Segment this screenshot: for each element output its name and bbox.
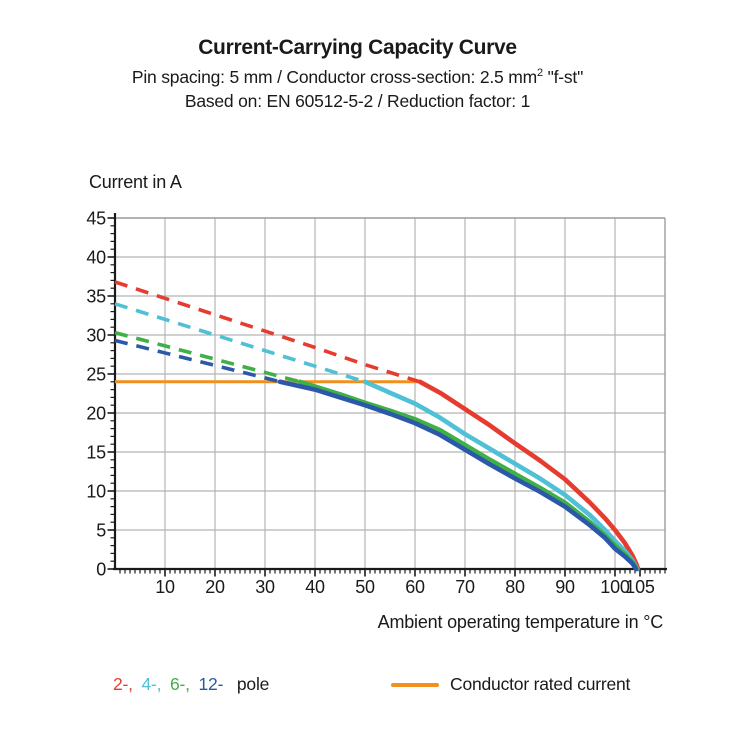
rated-current-label: Conductor rated current: [450, 674, 631, 694]
series-dashed-2-pole: [114, 280, 421, 384]
legend-pole-6: 6-,: [170, 674, 190, 694]
legend-pole-suffix: pole: [236, 674, 270, 694]
chart-subtitle-sup: 2: [536, 67, 543, 80]
x-tick-label: 60: [405, 577, 425, 597]
y-tick-label: 35: [86, 287, 106, 307]
y-tick-label: 5: [96, 521, 106, 541]
y-tick-label: 10: [86, 482, 106, 502]
x-tick-label: 80: [505, 577, 525, 597]
x-tick-label: 50: [355, 577, 375, 597]
x-tick-label: 10: [155, 577, 175, 597]
y-tick-label: 45: [86, 209, 106, 229]
legend-pole-4: 4-,: [141, 674, 162, 694]
series-dashed-4-pole: [114, 302, 366, 384]
x-tick-label: 70: [455, 577, 475, 597]
chart-subtitle-post: "f-st": [542, 67, 584, 87]
y-tick-label: 40: [86, 248, 106, 268]
y-axis-label: Current in A: [89, 172, 182, 192]
chart-subtitle: Pin spacing: 5 mm / Conductor cross-sect…: [0, 67, 715, 88]
x-tick-label: 100: [600, 577, 630, 597]
x-tick-label: 40: [305, 577, 325, 597]
legend-poles: 2-, 4-, 6-, 12- pole: [113, 674, 273, 695]
title-block: Current-Carrying Capacity Curve Pin spac…: [0, 36, 715, 115]
chart-basis: Based on: EN 60512-5-2 / Reduction facto…: [184, 91, 531, 111]
legend-rated-current: Conductor rated current: [391, 674, 630, 695]
x-tick-label: 20: [205, 577, 225, 597]
x-axis-label: Ambient operating temperature in °C: [377, 612, 664, 632]
chart-title: Current-Carrying Capacity Curve: [198, 36, 517, 59]
y-tick-label: 25: [86, 365, 106, 385]
y-tick-label: 30: [86, 326, 106, 346]
series-solid-4-pole: [362, 379, 640, 572]
rated-current-swatch: [391, 682, 439, 687]
chart-subtitle-pre: Pin spacing: 5 mm / Conductor cross-sect…: [131, 67, 537, 87]
series-solid-12-pole: [277, 379, 639, 572]
x-tick-label: 90: [555, 577, 575, 597]
series-solid-2-pole: [417, 379, 641, 572]
legend: 2-, 4-, 6-, 12- pole Conductor rated cur…: [0, 671, 750, 701]
y-tick-label: 15: [86, 443, 106, 463]
y-tick-label: 0: [96, 560, 106, 580]
series-dashed-6-pole: [114, 330, 301, 384]
y-tick-label: 20: [86, 404, 106, 424]
x-tick-label: 30: [255, 577, 275, 597]
legend-pole-2: 2-,: [113, 674, 133, 694]
legend-pole-12: 12-: [198, 674, 224, 694]
series-dashed-12-pole: [114, 338, 281, 384]
x-tick-label: 105: [625, 577, 655, 597]
